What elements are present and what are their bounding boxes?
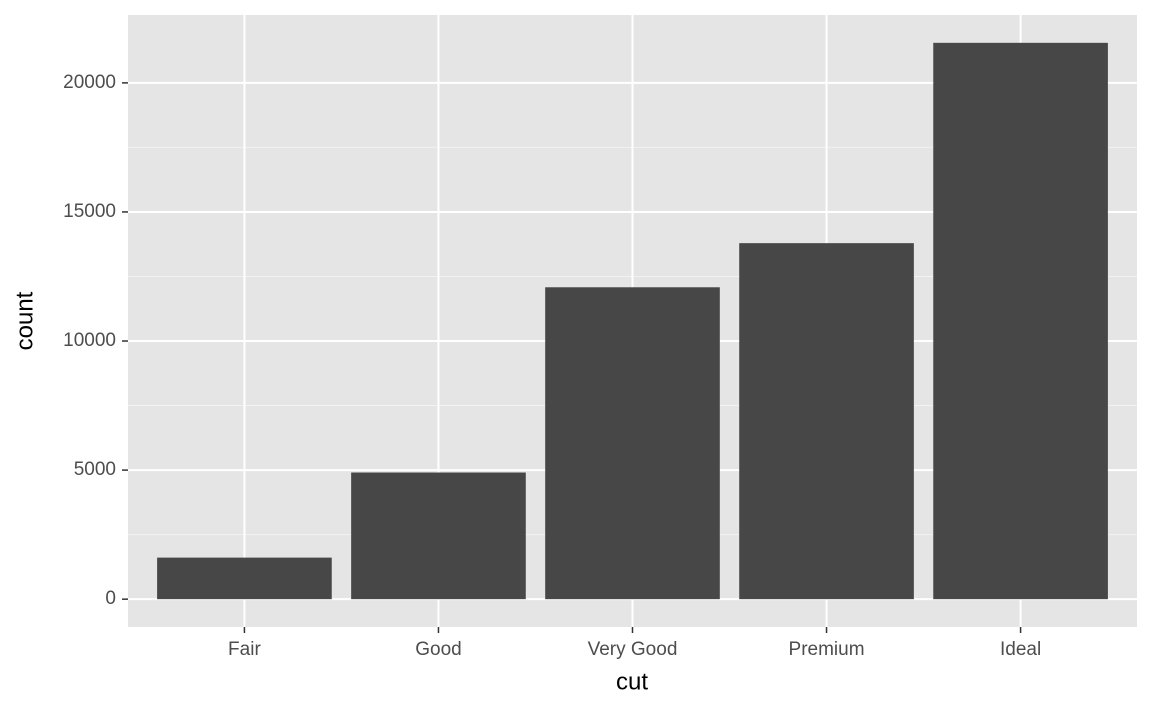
x-tick-label: Good [415,639,461,660]
x-tick-label: Very Good [588,639,678,660]
bar [933,42,1108,600]
bar [351,472,526,600]
bar [739,243,914,600]
y-axis-title: count [11,291,38,350]
bar [545,287,720,600]
y-tick-label: 20000 [63,72,116,93]
x-tick-label: Fair [228,639,261,660]
x-axis-title: cut [616,668,648,695]
y-tick-label: 0 [105,588,116,609]
bar [157,557,332,600]
x-tick-label: Ideal [1000,639,1041,660]
y-tick-label: 5000 [74,459,116,480]
x-tick-label: Premium [789,639,865,660]
y-tick-label: 10000 [63,330,116,351]
y-tick-label: 15000 [63,201,116,222]
